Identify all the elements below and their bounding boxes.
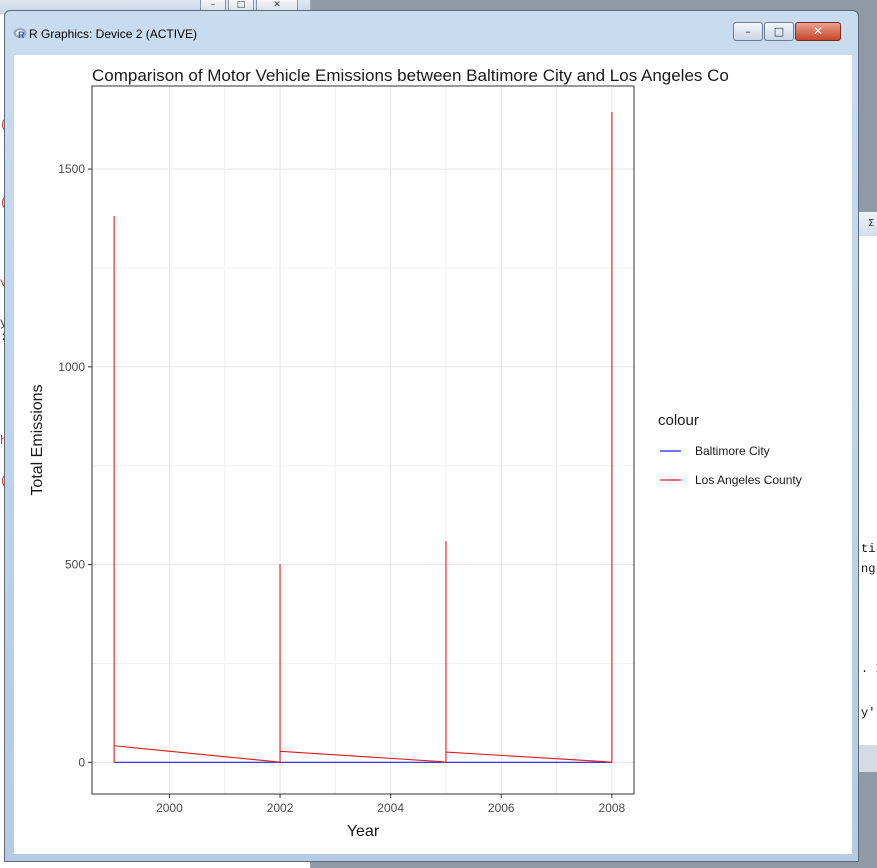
maximize-icon: □ bbox=[773, 25, 785, 38]
plot-canvas: Comparison of Motor Vehicle Emissions be… bbox=[14, 55, 852, 854]
x-axis-label: Year bbox=[347, 823, 380, 840]
y-axis-ticks: 0 500 1000 1500 bbox=[58, 162, 92, 769]
x-axis-ticks: 2000 2002 2004 2006 2008 bbox=[156, 794, 626, 815]
major-gridlines bbox=[92, 86, 634, 794]
legend-title: colour bbox=[658, 412, 699, 429]
background-text-fragment: y bbox=[0, 316, 12, 330]
minimize-icon: – bbox=[745, 25, 751, 38]
background-text-fragment: h bbox=[0, 434, 12, 448]
legend-label-baltimore: Baltimore City bbox=[695, 444, 770, 458]
maximize-button[interactable]: □ bbox=[764, 22, 794, 41]
emissions-chart: Comparison of Motor Vehicle Emissions be… bbox=[29, 66, 802, 840]
y-tick-label: 0 bbox=[78, 755, 85, 769]
background-text-fragment: y' bbox=[861, 706, 876, 720]
y-axis-label: Total Emissions bbox=[29, 384, 46, 495]
minor-gridlines bbox=[92, 86, 634, 794]
close-icon: ✕ bbox=[812, 24, 824, 38]
background-text-fragment: . I bbox=[861, 662, 877, 676]
x-tick-label: 2002 bbox=[267, 801, 294, 815]
y-tick-label: 1000 bbox=[58, 360, 85, 374]
chart-title: Comparison of Motor Vehicle Emissions be… bbox=[92, 66, 729, 85]
r-logo-icon: R bbox=[13, 28, 27, 39]
background-text-fragment: ( bbox=[0, 196, 12, 210]
r-graphics-window: R R Graphics: Device 2 (ACTIVE) – □ ✕ Co… bbox=[4, 10, 859, 862]
x-tick-label: 2000 bbox=[156, 801, 183, 815]
chart-series bbox=[113, 111, 613, 763]
x-tick-label: 2008 bbox=[599, 801, 626, 815]
close-button[interactable]: ✕ bbox=[795, 22, 841, 41]
chart-legend: colour Baltimore City Los Angeles County bbox=[658, 412, 802, 487]
x-tick-label: 2004 bbox=[377, 801, 404, 815]
background-text-fragment: ( bbox=[0, 474, 12, 488]
background-text-fragment: v bbox=[0, 276, 12, 290]
series-line-los-angeles bbox=[113, 111, 613, 763]
y-tick-label: 500 bbox=[65, 558, 85, 572]
svg-text:R: R bbox=[18, 30, 25, 39]
x-tick-label: 2006 bbox=[488, 801, 515, 815]
y-tick-label: 1500 bbox=[58, 162, 85, 176]
background-text-fragment: ng bbox=[861, 562, 876, 576]
minimize-button[interactable]: – bbox=[733, 22, 763, 41]
background-text-fragment: ti bbox=[861, 542, 876, 556]
window-title: R Graphics: Device 2 (ACTIVE) bbox=[29, 27, 198, 41]
sigma-icon: Σ bbox=[868, 218, 875, 229]
legend-label-los-angeles: Los Angeles County bbox=[695, 473, 802, 487]
background-text-fragment: ( bbox=[0, 118, 12, 132]
background-text-fragment: : bbox=[0, 330, 12, 344]
plot-panel-border bbox=[91, 85, 635, 795]
